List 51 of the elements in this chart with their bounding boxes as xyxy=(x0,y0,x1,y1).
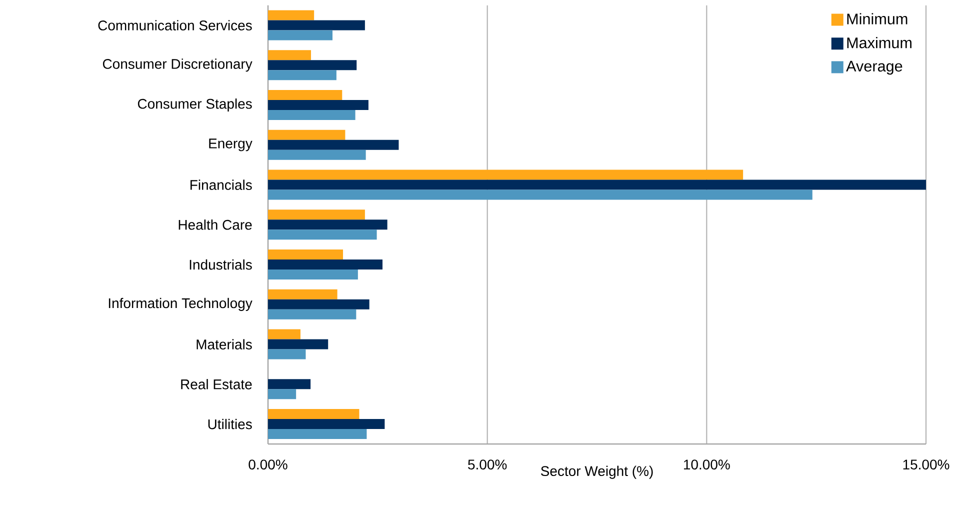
bar xyxy=(268,20,365,30)
bar xyxy=(268,180,926,190)
bar xyxy=(268,90,342,100)
x-axis-title: Sector Weight (%) xyxy=(540,466,653,479)
bar xyxy=(268,270,358,280)
bar xyxy=(268,60,357,70)
bar xyxy=(268,190,812,200)
bar xyxy=(268,379,311,390)
bar xyxy=(268,130,346,140)
bar xyxy=(268,70,336,80)
bar xyxy=(268,339,328,350)
y-tick-label: Utilities xyxy=(208,418,252,430)
y-tick-label: Information Technology xyxy=(108,298,252,311)
legend-label: Average xyxy=(846,60,902,75)
bar xyxy=(268,100,368,110)
legend-label: Maximum xyxy=(847,37,912,48)
bar xyxy=(268,30,332,40)
x-tick-label: 15.00% xyxy=(903,460,950,470)
bar xyxy=(268,220,388,230)
x-tick-label: 10.00% xyxy=(684,460,730,470)
bar xyxy=(268,429,367,440)
bar xyxy=(268,10,314,20)
bar xyxy=(268,409,360,420)
bar xyxy=(268,210,365,220)
y-tick-label: Materials xyxy=(196,339,252,350)
legend-label: Minimum xyxy=(847,13,908,24)
y-tick-label: Industrials xyxy=(190,259,252,270)
y-tick-label: Energy xyxy=(209,138,252,152)
y-tick-label: Consumer Staples xyxy=(138,98,252,112)
x-tick-label: 0.00% xyxy=(248,460,288,470)
bar xyxy=(268,419,385,430)
bar xyxy=(268,299,370,310)
x-tick-label: 5.00% xyxy=(468,460,507,470)
bar xyxy=(268,170,744,180)
bar xyxy=(268,110,356,120)
bar xyxy=(268,329,300,340)
bar xyxy=(268,250,344,260)
bar xyxy=(268,289,338,300)
y-tick-label: Health Care xyxy=(178,220,252,230)
bar xyxy=(268,389,296,400)
bar xyxy=(268,260,382,270)
y-tick-label: Real Estate xyxy=(181,379,252,390)
bar xyxy=(268,309,356,320)
bar xyxy=(268,50,311,60)
bar xyxy=(268,140,399,150)
y-tick-label: Consumer Discretionary xyxy=(102,58,252,72)
bar xyxy=(268,230,377,240)
y-tick-label: Communication Services xyxy=(98,20,252,30)
y-tick-label: Financials xyxy=(190,180,252,190)
bar xyxy=(268,150,366,160)
bar xyxy=(268,349,306,360)
